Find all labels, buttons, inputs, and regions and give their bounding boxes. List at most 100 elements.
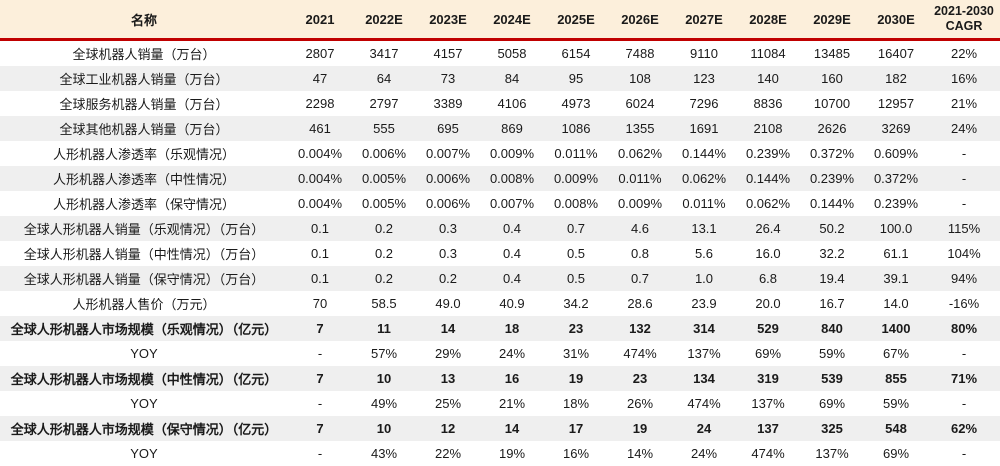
value-cell: -16% xyxy=(948,296,980,311)
value-cell: 5.6 xyxy=(694,246,714,261)
value-cell: 0.062% xyxy=(681,171,727,186)
value-cell: 49% xyxy=(370,396,398,411)
value-cell: 0.007% xyxy=(489,196,535,211)
value-cell: 0.007% xyxy=(425,146,471,161)
value-cell: 43% xyxy=(370,446,398,461)
value-cell: 140 xyxy=(757,71,779,86)
value-cell: 4106 xyxy=(497,96,527,111)
value-cell: 16% xyxy=(562,446,590,461)
value-cell: 182 xyxy=(885,71,907,86)
value-cell: 7 xyxy=(316,421,324,436)
value-cell: 0.1 xyxy=(310,246,330,261)
value-cell: 137 xyxy=(757,421,779,436)
value-cell: 0.5 xyxy=(566,246,586,261)
value-cell: 84 xyxy=(504,71,520,86)
value-cell: 24% xyxy=(690,446,718,461)
value-cell: 0.2 xyxy=(374,221,394,236)
value-cell: 14 xyxy=(504,421,520,436)
value-cell: 474% xyxy=(751,446,785,461)
value-cell: 2298 xyxy=(305,96,335,111)
value-cell: 100.0 xyxy=(879,221,913,236)
value-cell: 94% xyxy=(950,271,978,286)
value-cell: 0.005% xyxy=(361,171,407,186)
value-cell: 0.3 xyxy=(438,221,458,236)
row-label: 全球人形机器人销量（保守情况）（万台） xyxy=(23,272,265,287)
value-cell: 69% xyxy=(818,396,846,411)
value-cell: 61.1 xyxy=(883,246,909,261)
value-cell: 23.9 xyxy=(691,296,717,311)
value-cell: 21% xyxy=(950,96,978,111)
row-label: 全球人形机器人销量（中性情况）（万台） xyxy=(23,247,265,262)
value-cell: 0.4 xyxy=(502,221,522,236)
value-cell: 0.009% xyxy=(489,146,535,161)
value-cell: - xyxy=(961,146,967,161)
value-cell: 1691 xyxy=(689,121,719,136)
value-cell: 0.011% xyxy=(618,171,662,186)
row-label: YOY xyxy=(130,346,158,361)
value-cell: 13 xyxy=(440,371,456,386)
value-cell: 7 xyxy=(316,371,324,386)
value-cell: 13485 xyxy=(813,46,851,61)
table-row: 全球人形机器人销量（中性情况）（万台） 0.1 0.2 0.3 0.4 0.5 0.8 5.6… xyxy=(0,241,1000,266)
row-label: 全球人形机器人市场规模（乐观情况）（亿元） xyxy=(10,322,278,337)
value-cell: 58.5 xyxy=(371,296,397,311)
value-cell: 19% xyxy=(498,446,526,461)
value-cell: 137% xyxy=(815,446,849,461)
row-label: 全球其他机器人销量（万台） xyxy=(59,122,229,137)
col-header-2029e: 2029E xyxy=(800,0,864,40)
row-label: 人形机器人渗透率（乐观情况） xyxy=(52,147,235,162)
col-header-name: 名称 xyxy=(0,0,288,40)
value-cell: 10 xyxy=(376,371,392,386)
table-row: 全球人形机器人销量（乐观情况）（万台） 0.1 0.2 0.3 0.4 0.7 4.6 13.… xyxy=(0,216,1000,241)
col-header-2028e: 2028E xyxy=(736,0,800,40)
value-cell: 19 xyxy=(568,371,584,386)
value-cell: 0.239% xyxy=(745,146,791,161)
col-header-2021: 2021 xyxy=(288,0,352,40)
col-header-2024e: 2024E xyxy=(480,0,544,40)
value-cell: 325 xyxy=(821,421,843,436)
value-cell: 0.1 xyxy=(310,271,330,286)
row-label: 全球工业机器人销量（万台） xyxy=(59,72,229,87)
value-cell: 7488 xyxy=(625,46,655,61)
value-cell: 62% xyxy=(950,421,978,436)
value-cell: 0.239% xyxy=(809,171,855,186)
value-cell: 160 xyxy=(821,71,843,86)
value-cell: 32.2 xyxy=(819,246,845,261)
table-row: 人形机器人渗透率（中性情况） 0.004% 0.005% 0.006% 0.008% 0.… xyxy=(0,166,1000,191)
value-cell: 108 xyxy=(629,71,651,86)
row-label: 全球人形机器人市场规模（保守情况）（亿元） xyxy=(10,422,278,437)
table-row: YOY - 49% 25% 21% 18% 26% 474% 137% 69% 59% - xyxy=(0,391,1000,416)
value-cell: 69% xyxy=(882,446,910,461)
value-cell: - xyxy=(961,196,967,211)
value-cell: 14 xyxy=(440,321,456,336)
value-cell: 1355 xyxy=(625,121,655,136)
value-cell: - xyxy=(961,171,967,186)
row-label: YOY xyxy=(130,446,158,461)
row-label: 人形机器人渗透率（中性情况） xyxy=(52,172,235,187)
table-header-row: 名称 2021 2022E 2023E 2024E 2025E 2026E 2027E 2028… xyxy=(0,0,1000,40)
table-row: 全球服务机器人销量（万台） 2298 2797 3389 4106 4973 6024 729… xyxy=(0,91,1000,116)
value-cell: 18% xyxy=(562,396,590,411)
value-cell: 7296 xyxy=(689,96,719,111)
value-cell: 22% xyxy=(950,46,978,61)
value-cell: 855 xyxy=(885,371,907,386)
value-cell: 123 xyxy=(693,71,715,86)
value-cell: 1400 xyxy=(881,321,911,336)
value-cell: 529 xyxy=(757,321,779,336)
value-cell: 26% xyxy=(626,396,654,411)
value-cell: 0.006% xyxy=(425,196,471,211)
value-cell: 132 xyxy=(629,321,651,336)
value-cell: 0.009% xyxy=(553,171,599,186)
value-cell: 0.4 xyxy=(502,246,522,261)
value-cell: 19.4 xyxy=(819,271,845,286)
col-header-cagr: 2021-2030 CAGR xyxy=(928,0,1000,40)
value-cell: 0.009% xyxy=(617,196,663,211)
col-header-2022e: 2022E xyxy=(352,0,416,40)
value-cell: 12 xyxy=(440,421,456,436)
value-cell: 2797 xyxy=(369,96,399,111)
table-row: YOY - 57% 29% 24% 31% 474% 137% 69% 59% 67% - xyxy=(0,341,1000,366)
row-label: 全球机器人销量（万台） xyxy=(72,47,216,62)
value-cell: 1.0 xyxy=(694,271,714,286)
value-cell: 474% xyxy=(687,396,721,411)
value-cell: 29% xyxy=(434,346,462,361)
